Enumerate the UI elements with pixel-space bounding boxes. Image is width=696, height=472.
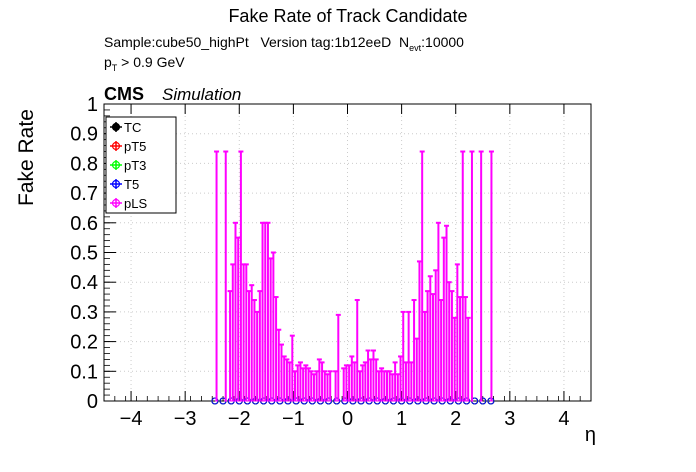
- x-tick-label: 4: [558, 408, 569, 430]
- y-tick-label: 0.3: [70, 302, 98, 324]
- x-axis-label: η: [584, 424, 596, 446]
- y-tick-label: 0.4: [70, 272, 98, 294]
- x-tick-label: −3: [174, 408, 197, 430]
- legend-marker-t5: [111, 179, 121, 189]
- marker-t5: [211, 397, 219, 405]
- legend-label-t5: T5: [124, 177, 139, 192]
- x-tick-label: −4: [120, 408, 143, 430]
- version-tag: 1b12eeD: [334, 34, 392, 50]
- y-tick-label: 1: [87, 94, 98, 116]
- y-tick-label: 0: [87, 391, 98, 413]
- chart-title: Fake Rate of Track Candidate: [228, 6, 468, 26]
- y-tick-label: 0.9: [70, 124, 98, 146]
- nevt-subscript: evt: [409, 43, 422, 53]
- legend-label-pls: pLS: [124, 196, 147, 211]
- legend-label-pt3: pT3: [124, 158, 146, 173]
- y-tick-label: 0.6: [70, 213, 98, 235]
- legend-marker-tc: [111, 122, 121, 132]
- cms-simulation-label: Simulation: [162, 85, 242, 104]
- legend-marker-pls: [111, 198, 121, 208]
- y-tick-label: 0.2: [70, 332, 98, 354]
- legend-label-tc: TC: [124, 120, 141, 135]
- cms-label: CMS: [104, 84, 144, 104]
- pt-symbol: p: [104, 54, 112, 70]
- y-tick-label: 0.1: [70, 361, 98, 383]
- legend-marker-pt3: [111, 160, 121, 170]
- x-tick-label: 1: [396, 408, 407, 430]
- marker-t5: [479, 397, 487, 405]
- legend-label-pt5: pT5: [124, 139, 146, 154]
- y-tick-label: 0.8: [70, 153, 98, 175]
- chart-subtitle: Sample:cube50_highPt Version tag:1b12eeD…: [104, 34, 464, 53]
- x-tick-label: −1: [282, 408, 305, 430]
- x-tick-label: −2: [228, 408, 251, 430]
- x-tick-label: 3: [504, 408, 515, 430]
- sample-name: cube50_highPt: [155, 34, 249, 50]
- x-tick-label: 2: [450, 408, 461, 430]
- sample-prefix: Sample:: [104, 34, 156, 50]
- marker-t5: [333, 397, 341, 405]
- pt-cut-label: pT > 0.9 GeV: [104, 54, 185, 73]
- nevt-symbol: N: [399, 34, 410, 50]
- version-prefix: Version tag:: [260, 34, 335, 50]
- pt-subscript: T: [111, 63, 118, 73]
- x-tick-label: 0: [342, 408, 353, 430]
- pt-cut-text: > 0.9 GeV: [117, 54, 185, 70]
- y-tick-label: 0.7: [70, 183, 98, 205]
- nevt-value: :10000: [421, 34, 464, 50]
- y-tick-label: 0.5: [70, 243, 98, 265]
- legend-marker-pt5: [111, 141, 121, 151]
